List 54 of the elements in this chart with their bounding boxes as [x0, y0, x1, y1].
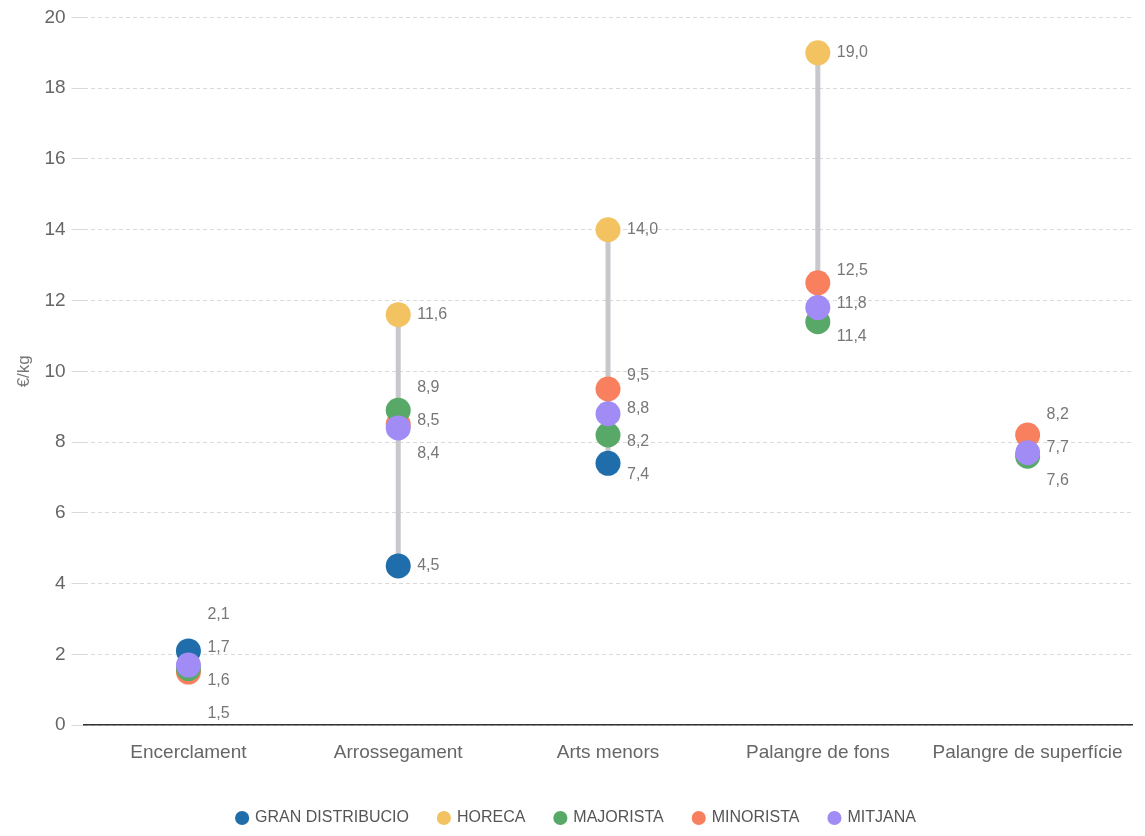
data-label: 8,2 — [627, 432, 650, 450]
data-label: 8,9 — [417, 378, 440, 396]
y-axis-title: €/kg — [13, 355, 33, 388]
x-tick-label: Arrossegament — [333, 740, 464, 762]
point — [595, 376, 621, 402]
legend-label: MAJORISTA — [573, 808, 665, 826]
x-tick-label: Encerclament — [130, 740, 248, 762]
point — [385, 415, 411, 441]
x-tick-label: Palangre de superfície — [932, 740, 1123, 762]
y-tick-label: 12 — [44, 288, 66, 310]
x-tick-label: Palangre de fons — [745, 740, 890, 762]
legend-label: MINORISTA — [711, 808, 800, 826]
data-label: 1,5 — [207, 704, 230, 722]
y-tick-label: 10 — [44, 359, 66, 381]
point — [385, 553, 411, 579]
y-tick-label: 14 — [44, 217, 66, 239]
y-tick-label: 20 — [44, 5, 66, 27]
data-label: 7,7 — [1046, 438, 1069, 456]
data-label: 9,5 — [627, 366, 650, 384]
point — [595, 422, 621, 448]
data-label: 8,5 — [417, 411, 440, 429]
data-label: 4,5 — [417, 556, 440, 574]
data-label: 11,4 — [836, 327, 867, 345]
data-label: 7,6 — [1046, 471, 1069, 489]
x-tick-label: Arts menors — [556, 740, 660, 762]
legend-label: GRAN DISTRIBUCIO — [255, 808, 409, 826]
data-label: 1,6 — [207, 671, 230, 689]
y-tick-label: 18 — [44, 76, 66, 98]
data-label: 8,4 — [417, 444, 440, 462]
point — [595, 450, 621, 476]
y-tick-label: 8 — [54, 430, 66, 452]
data-label: 1,7 — [207, 638, 230, 656]
data-label: 7,4 — [627, 465, 650, 483]
data-label: 14,0 — [627, 220, 659, 238]
data-label: 19,0 — [836, 43, 869, 61]
y-tick-label: 4 — [54, 571, 66, 593]
legend-label: MITJANA — [847, 808, 917, 826]
data-label: 12,5 — [836, 261, 869, 279]
y-tick-label: 0 — [54, 713, 66, 735]
data-label: 8,8 — [627, 399, 650, 417]
y-tick-label: 16 — [44, 147, 66, 169]
point — [805, 270, 831, 296]
point — [805, 40, 831, 66]
data-label: 11,6 — [417, 305, 448, 323]
data-label: 2,1 — [207, 605, 230, 623]
data-label: 8,2 — [1046, 405, 1069, 423]
point — [595, 217, 621, 243]
y-tick-label: 2 — [54, 642, 66, 664]
point — [385, 302, 411, 328]
legend-label: HORECA — [456, 808, 526, 826]
data-label: 11,8 — [836, 294, 867, 312]
y-tick-label: 6 — [54, 501, 66, 523]
point — [595, 401, 621, 427]
point — [805, 295, 831, 321]
